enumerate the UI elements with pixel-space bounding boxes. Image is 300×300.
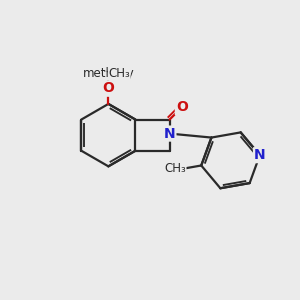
- Text: O: O: [103, 82, 114, 95]
- Text: O: O: [103, 82, 114, 95]
- Text: CH₃: CH₃: [164, 162, 186, 175]
- Text: N: N: [254, 148, 266, 162]
- Text: O: O: [176, 100, 188, 114]
- Text: methoxy: methoxy: [104, 71, 110, 72]
- Text: CH₃: CH₃: [108, 67, 130, 80]
- Text: N: N: [164, 127, 176, 141]
- Text: methoxy: methoxy: [82, 67, 134, 80]
